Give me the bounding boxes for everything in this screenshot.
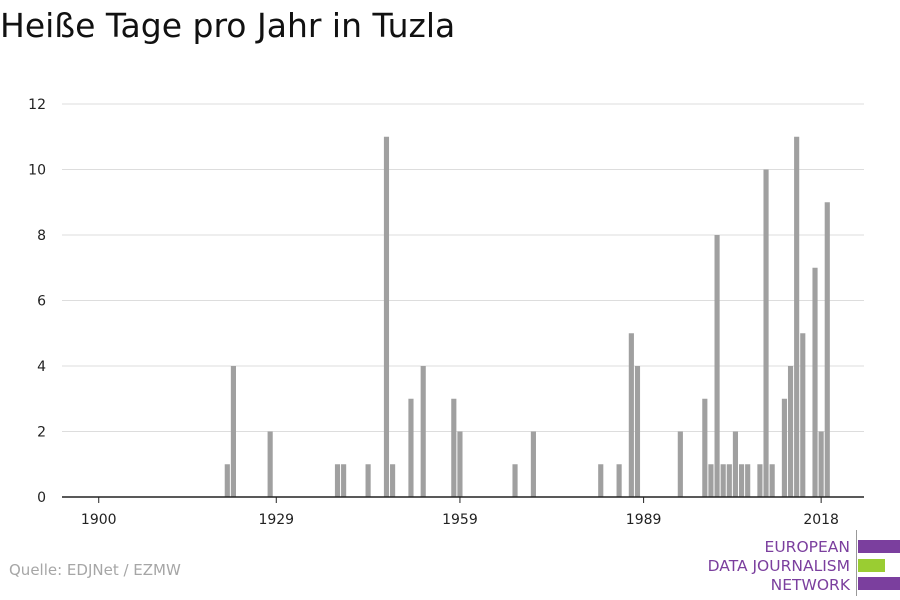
- bar-1999: [702, 398, 708, 497]
- logo-bar-bottom: [858, 577, 900, 590]
- edjnet-logo: EUROPEAN DATA JOURNALISM NETWORK: [700, 530, 900, 596]
- y-tick-label-0: 0: [37, 490, 46, 506]
- bar-2013: [787, 366, 794, 497]
- bar-2009: [763, 169, 769, 497]
- x-tick-label-2018: 2018: [803, 512, 839, 528]
- bar-2019: [824, 202, 830, 497]
- x-tick-label-1959: 1959: [442, 512, 478, 528]
- bar-2012: [781, 398, 787, 497]
- bar-1959: [457, 431, 463, 497]
- bar-1953: [420, 366, 426, 497]
- logo-line-european: EUROPEAN: [764, 538, 850, 556]
- bar-2010: [769, 464, 775, 497]
- bar-1985: [616, 464, 622, 497]
- bar-2006: [745, 464, 751, 497]
- y-tick-label-8: 8: [37, 228, 46, 244]
- bar-2014: [794, 136, 800, 497]
- bar-1922: [230, 366, 236, 497]
- logo-bar-middle: [858, 559, 885, 572]
- chart-title: Heiße Tage pro Jahr in Tuzla: [0, 6, 456, 45]
- y-tick-label-10: 10: [28, 163, 46, 179]
- axes: 0 2 4 6 8 10 12 1900 1929 1959 1989 2018: [28, 97, 864, 528]
- bar-2001: [714, 235, 720, 497]
- bar-2003: [726, 464, 732, 497]
- bar-1940: [341, 464, 347, 497]
- bar-2008: [757, 464, 763, 497]
- x-tick-label-1989: 1989: [626, 512, 662, 528]
- bar-1987: [628, 333, 634, 497]
- bars: [224, 136, 830, 497]
- logo-divider: [856, 530, 857, 596]
- y-tick-label-6: 6: [37, 294, 46, 310]
- bar-2015: [800, 333, 806, 497]
- bar-1988: [634, 366, 641, 497]
- logo-line-data-journalism: DATA JOURNALISM: [707, 557, 850, 575]
- bar-2002: [720, 464, 726, 497]
- bar-1995: [677, 431, 683, 497]
- bar-1971: [530, 431, 536, 497]
- y-tick-label-4: 4: [37, 359, 46, 375]
- y-tick-label-12: 12: [28, 97, 46, 113]
- bar-1947: [383, 136, 390, 497]
- bar-1939: [334, 464, 341, 497]
- gridlines: [62, 103, 864, 432]
- logo-line-network: NETWORK: [770, 576, 850, 594]
- x-tick-label-1929: 1929: [258, 512, 294, 528]
- bar-1951: [408, 398, 414, 497]
- bar-2004: [732, 431, 739, 497]
- source-note: Quelle: EDJNet / EZMW: [9, 561, 181, 579]
- bar-1928: [267, 431, 273, 497]
- logo-bar-top: [858, 540, 900, 553]
- bar-1944: [365, 464, 371, 497]
- bar-1968: [512, 464, 518, 497]
- bar-1958: [451, 398, 457, 497]
- bar-2000: [708, 464, 714, 497]
- bar-2017: [812, 267, 818, 497]
- x-tick-label-1900: 1900: [81, 512, 117, 528]
- bar-1982: [598, 464, 604, 497]
- bar-2005: [738, 464, 745, 497]
- bar-2018: [818, 431, 824, 497]
- bar-1948: [390, 464, 396, 497]
- y-tick-label-2: 2: [37, 425, 46, 441]
- bar-1921: [224, 464, 230, 497]
